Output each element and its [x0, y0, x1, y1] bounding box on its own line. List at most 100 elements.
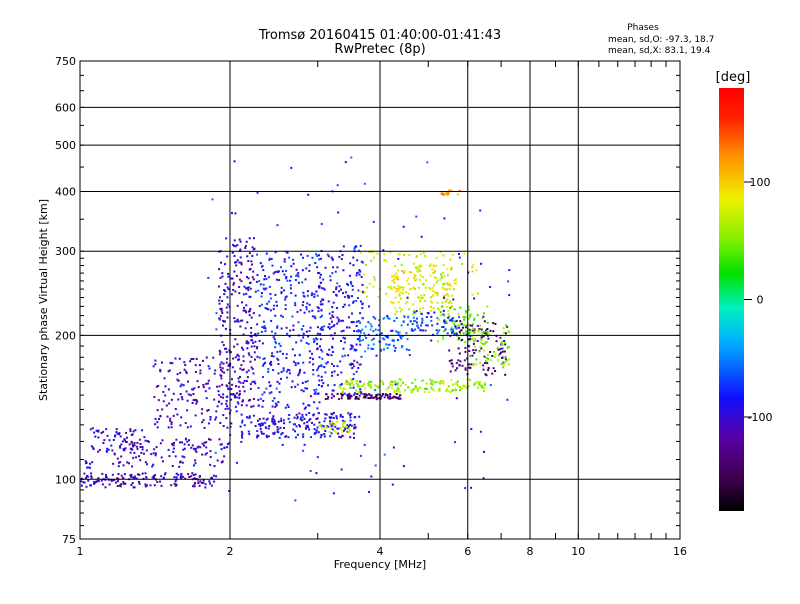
data-point — [232, 283, 235, 286]
data-point — [309, 470, 312, 472]
data-point — [481, 342, 484, 345]
data-point — [396, 383, 399, 386]
data-point — [447, 191, 450, 194]
data-point — [248, 252, 251, 255]
data-point — [92, 446, 95, 449]
data-point — [355, 343, 358, 346]
data-point — [306, 424, 309, 427]
data-point — [100, 432, 103, 434]
data-point — [363, 332, 366, 335]
data-point — [406, 300, 409, 303]
data-point — [453, 323, 456, 325]
data-point — [348, 304, 351, 307]
data-point — [177, 398, 180, 401]
data-point — [454, 389, 457, 392]
data-point — [381, 337, 384, 340]
data-point — [230, 388, 233, 391]
data-point — [180, 474, 183, 477]
data-point — [284, 406, 287, 409]
data-point — [184, 422, 187, 424]
data-point — [399, 394, 402, 397]
data-point — [280, 286, 283, 289]
data-point — [336, 420, 339, 423]
data-point — [402, 272, 405, 274]
data-point — [208, 422, 210, 425]
data-point — [303, 295, 306, 298]
x-tick-label: 1 — [77, 545, 84, 558]
data-point — [327, 354, 330, 356]
data-point — [129, 447, 132, 450]
data-point — [244, 327, 247, 330]
data-point — [221, 272, 224, 275]
data-point — [316, 338, 319, 341]
data-point — [357, 397, 360, 400]
data-point — [480, 347, 483, 350]
data-point — [464, 310, 467, 313]
data-point — [475, 358, 478, 361]
data-point — [166, 415, 169, 418]
data-point — [399, 310, 402, 313]
data-point — [317, 271, 320, 274]
data-point — [441, 305, 444, 308]
data-point — [222, 393, 225, 396]
data-point — [292, 423, 295, 426]
data-point — [375, 396, 377, 398]
data-point — [188, 476, 191, 478]
data-point — [332, 411, 335, 414]
data-point — [376, 393, 379, 396]
data-point — [395, 310, 398, 313]
data-point — [311, 292, 314, 295]
data-point — [331, 425, 334, 428]
data-point — [122, 448, 125, 450]
data-point — [469, 337, 472, 340]
data-point — [472, 263, 475, 266]
data-point — [316, 369, 319, 372]
data-point — [256, 346, 259, 348]
data-point — [440, 276, 443, 279]
data-point — [408, 308, 411, 311]
point-cluster-3 — [111, 437, 231, 468]
data-point — [408, 354, 411, 357]
data-point — [274, 332, 277, 335]
data-point — [378, 319, 381, 322]
data-point — [94, 435, 97, 438]
data-point — [239, 381, 242, 384]
data-point — [103, 439, 106, 442]
data-point — [349, 383, 351, 386]
data-point — [265, 418, 268, 421]
data-point — [248, 237, 251, 240]
data-point — [415, 387, 418, 390]
data-point — [347, 316, 350, 319]
data-point — [350, 321, 353, 324]
data-point — [270, 391, 273, 394]
data-point — [230, 422, 233, 425]
data-point — [177, 379, 180, 382]
data-point — [226, 426, 229, 429]
data-point — [161, 439, 164, 442]
data-point — [292, 262, 295, 265]
data-point — [280, 292, 283, 295]
data-point — [175, 476, 178, 479]
data-point — [501, 357, 503, 359]
data-point — [342, 269, 345, 272]
data-point — [230, 393, 233, 396]
data-point — [462, 324, 465, 327]
data-point — [120, 474, 123, 477]
data-point — [173, 482, 176, 485]
data-point — [394, 349, 396, 352]
data-point — [420, 253, 422, 256]
data-point — [130, 475, 133, 478]
data-point — [208, 367, 211, 370]
data-point — [117, 480, 119, 483]
data-point — [396, 288, 399, 290]
data-point — [276, 357, 279, 360]
data-point — [291, 315, 294, 318]
data-point — [303, 371, 306, 374]
data-point — [385, 388, 388, 391]
data-point — [379, 396, 382, 399]
data-point — [183, 361, 186, 364]
data-point — [274, 423, 277, 425]
data-point — [288, 414, 291, 416]
data-point — [358, 273, 361, 276]
data-point — [320, 223, 323, 225]
